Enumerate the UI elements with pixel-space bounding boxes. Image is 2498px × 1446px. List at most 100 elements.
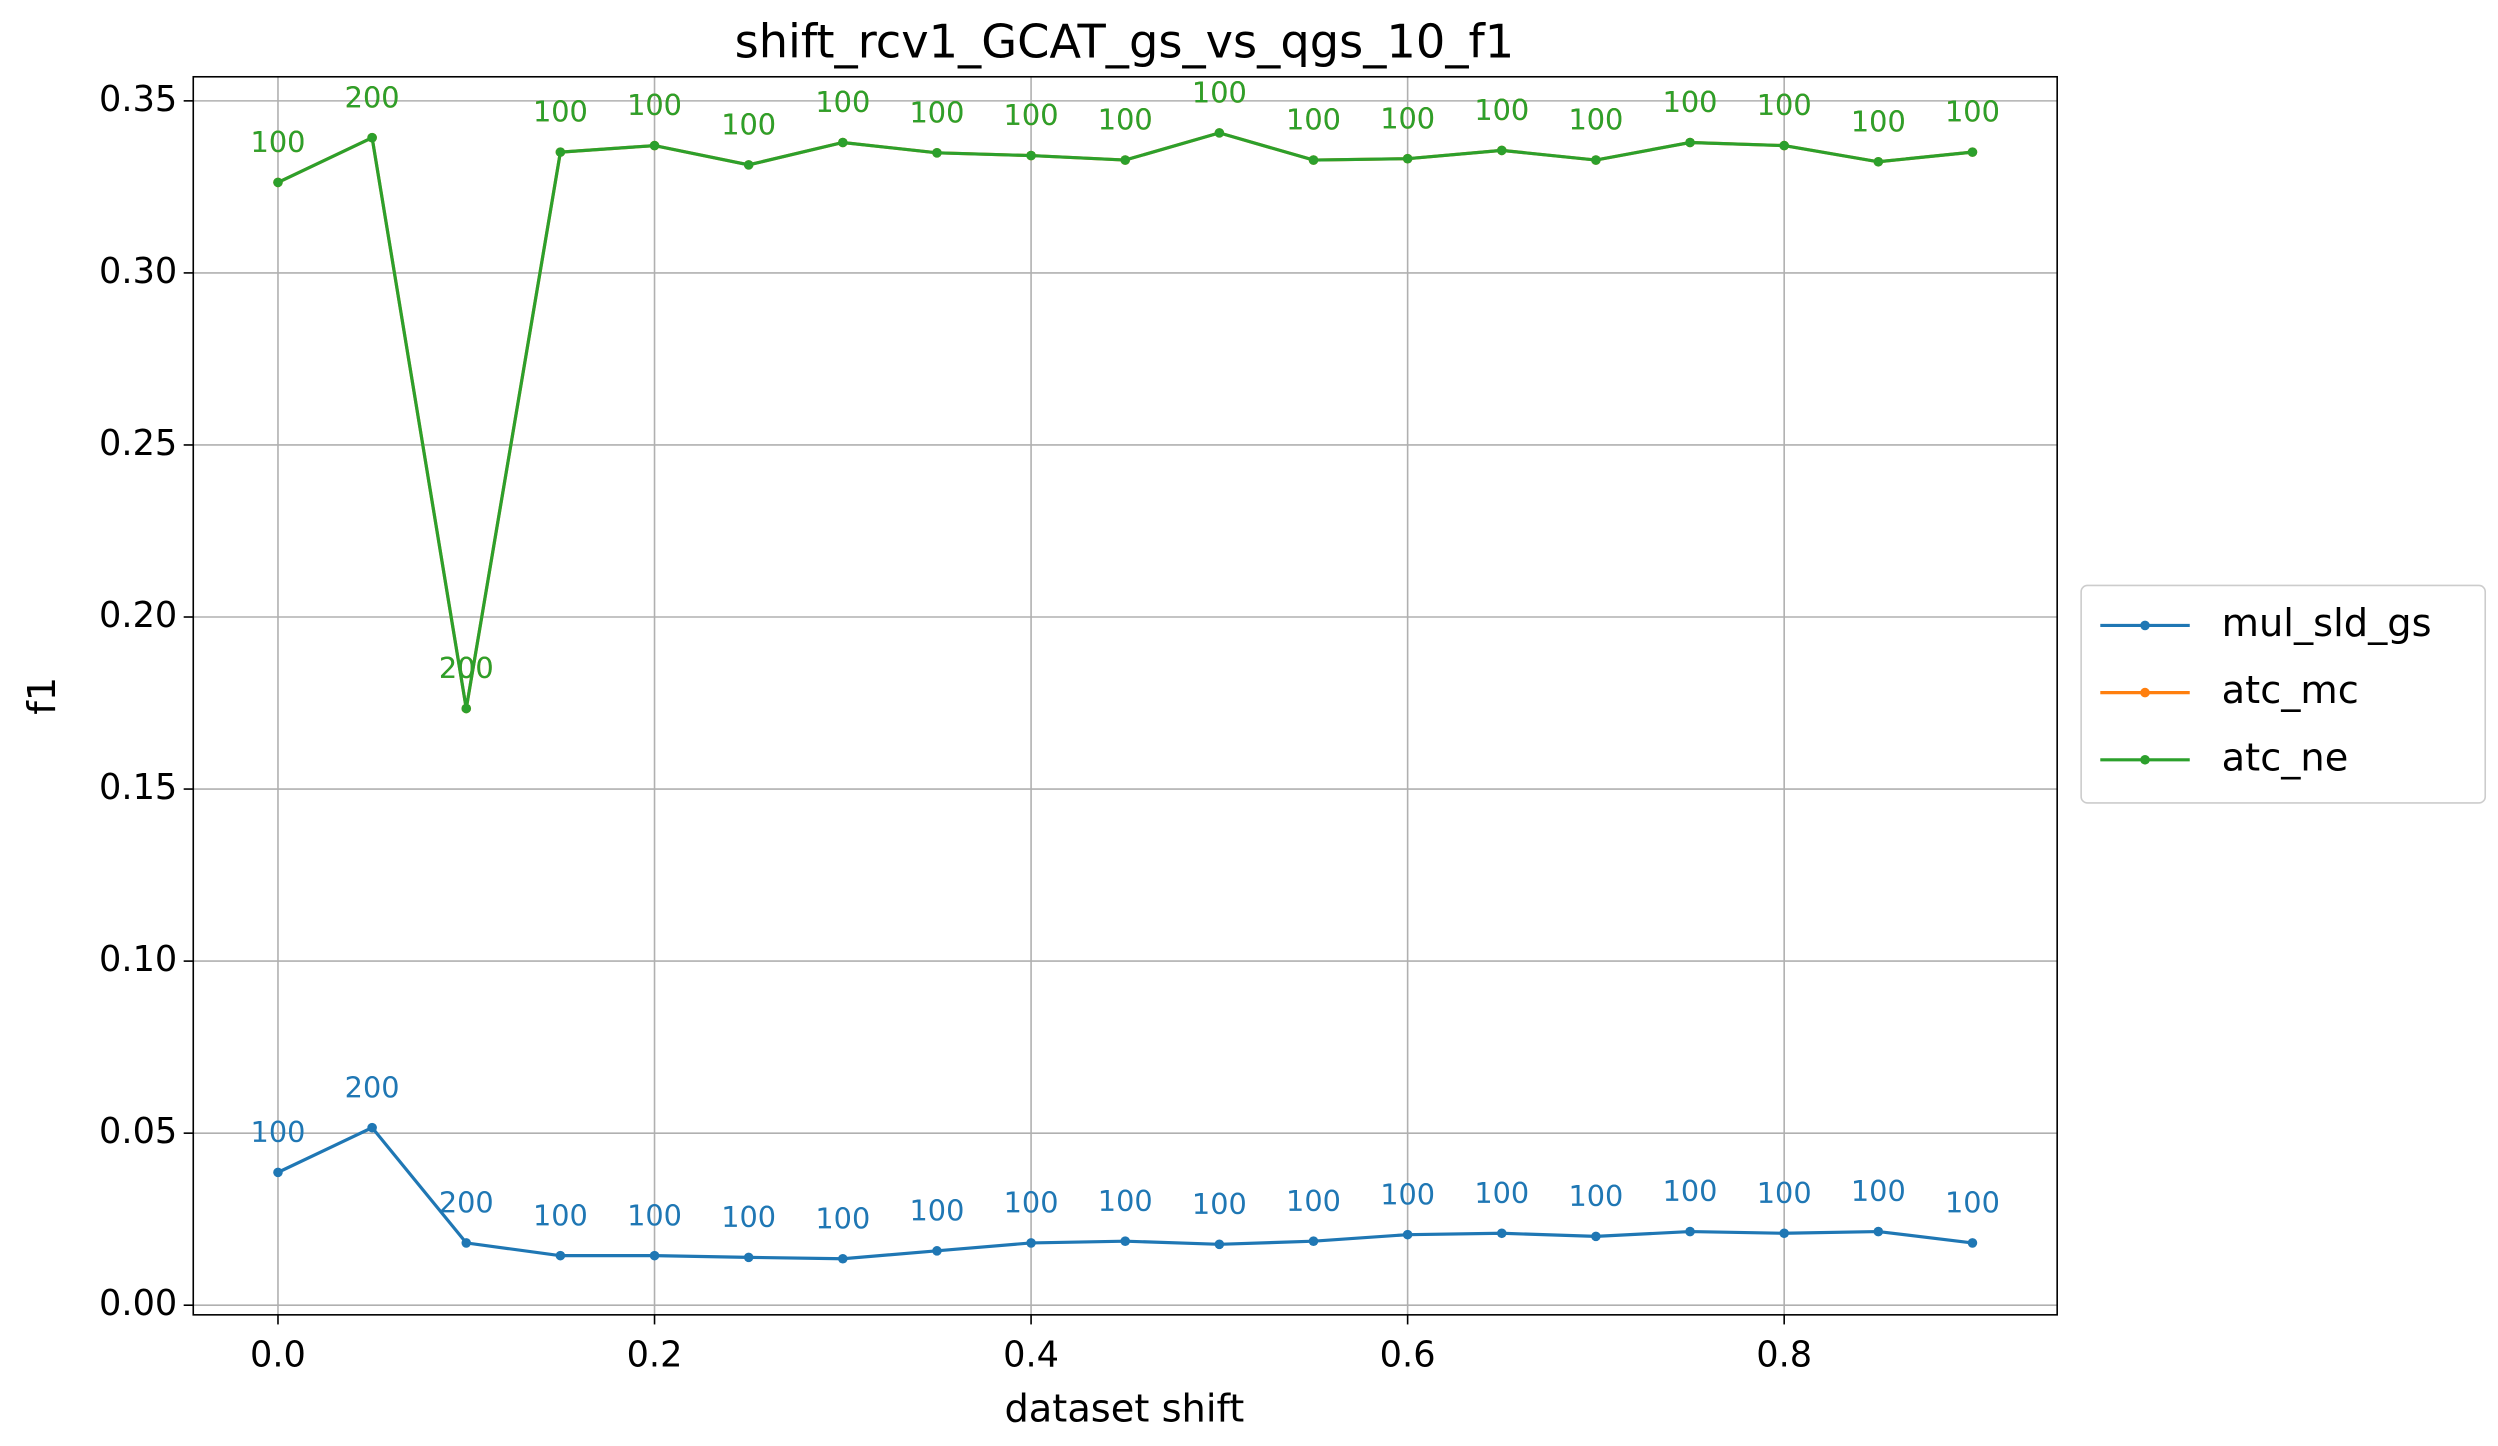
data-point bbox=[1214, 1239, 1225, 1250]
data-point bbox=[1026, 1238, 1036, 1248]
y-tick-label: 0.20 bbox=[99, 595, 177, 636]
data-point bbox=[1026, 150, 1036, 161]
point-annotation: 100 bbox=[721, 1200, 776, 1234]
point-annotation: 100 bbox=[721, 107, 776, 141]
x-tick-label: 0.8 bbox=[1756, 1334, 1812, 1375]
point-annotation: 100 bbox=[1004, 98, 1059, 132]
data-point bbox=[743, 1252, 754, 1263]
y-axis-label: f1 bbox=[20, 677, 65, 715]
y-tick-label: 0.15 bbox=[99, 767, 177, 808]
point-annotation: 100 bbox=[1851, 104, 1906, 138]
x-tick-label: 0.2 bbox=[627, 1334, 683, 1375]
point-annotation: 100 bbox=[1004, 98, 1059, 132]
data-point bbox=[838, 1253, 848, 1264]
data-point bbox=[1496, 1228, 1507, 1239]
data-point bbox=[1402, 153, 1413, 164]
point-annotation: 100 bbox=[1757, 88, 1812, 122]
point-annotation: 100 bbox=[1380, 101, 1435, 135]
point-annotation: 100 bbox=[1286, 1184, 1341, 1218]
y-tick-label: 0.25 bbox=[99, 423, 177, 464]
point-annotation: 100 bbox=[1945, 1186, 2000, 1220]
point-annotation: 100 bbox=[1851, 1174, 1906, 1208]
point-annotation: 100 bbox=[1568, 1179, 1623, 1213]
point-annotation: 100 bbox=[1663, 85, 1718, 119]
point-annotation: 100 bbox=[910, 95, 965, 129]
data-point bbox=[1214, 128, 1225, 138]
point-annotation: 100 bbox=[533, 95, 588, 129]
data-point bbox=[1967, 147, 1978, 157]
y-tick-label: 0.05 bbox=[99, 1111, 177, 1152]
x-tick-label: 0.6 bbox=[1380, 1334, 1436, 1375]
point-annotation: 100 bbox=[1568, 103, 1623, 137]
point-annotation: 100 bbox=[815, 85, 870, 119]
point-annotation: 100 bbox=[1380, 101, 1435, 135]
data-point bbox=[743, 160, 754, 170]
point-annotation: 100 bbox=[1474, 1176, 1529, 1210]
point-annotation: 100 bbox=[1098, 103, 1153, 137]
legend-marker bbox=[2140, 687, 2150, 698]
legend-label: mul_sld_gs bbox=[2222, 601, 2432, 646]
point-annotation: 100 bbox=[1004, 1186, 1059, 1220]
data-point bbox=[1685, 137, 1695, 148]
data-point bbox=[273, 177, 283, 188]
data-point bbox=[838, 137, 848, 148]
point-annotation: 100 bbox=[1851, 104, 1906, 138]
point-annotation: 100 bbox=[251, 125, 306, 159]
legend-box bbox=[2080, 584, 2487, 804]
point-annotation: 100 bbox=[1663, 85, 1718, 119]
legend-label: atc_mc bbox=[2222, 668, 2359, 713]
point-annotation: 100 bbox=[1568, 103, 1623, 137]
data-point bbox=[555, 147, 566, 157]
point-annotation: 100 bbox=[1192, 75, 1247, 109]
data-point bbox=[1779, 140, 1789, 151]
x-tick-label: 0.0 bbox=[250, 1334, 306, 1375]
point-annotation: 100 bbox=[1286, 103, 1341, 137]
point-annotation: 100 bbox=[251, 125, 306, 159]
data-point bbox=[649, 140, 660, 151]
point-annotation: 200 bbox=[345, 1070, 400, 1104]
data-point bbox=[367, 1122, 377, 1133]
point-annotation: 100 bbox=[1474, 93, 1529, 127]
y-tick-label: 0.10 bbox=[99, 939, 177, 980]
data-point bbox=[1120, 1236, 1131, 1246]
point-annotation: 200 bbox=[439, 1186, 494, 1220]
data-point bbox=[932, 1246, 942, 1256]
data-point bbox=[367, 132, 377, 143]
data-point bbox=[1591, 1231, 1601, 1242]
data-point bbox=[1873, 1226, 1884, 1237]
point-annotation: 200 bbox=[439, 651, 494, 685]
point-annotation: 100 bbox=[533, 95, 588, 129]
point-annotation: 100 bbox=[1380, 1177, 1435, 1211]
point-annotation: 100 bbox=[1192, 75, 1247, 109]
data-point bbox=[649, 1250, 660, 1261]
point-annotation: 200 bbox=[345, 80, 400, 114]
y-tick-label: 0.35 bbox=[99, 79, 177, 120]
point-annotation: 100 bbox=[1192, 1187, 1247, 1221]
x-tick-label: 0.4 bbox=[1003, 1334, 1059, 1375]
point-annotation: 100 bbox=[1945, 95, 2000, 129]
point-annotation: 100 bbox=[815, 85, 870, 119]
point-annotation: 100 bbox=[627, 88, 682, 122]
data-point bbox=[273, 1167, 283, 1178]
point-annotation: 100 bbox=[533, 1198, 588, 1232]
point-annotation: 100 bbox=[1757, 88, 1812, 122]
data-point bbox=[461, 703, 472, 714]
data-point bbox=[1308, 1236, 1319, 1246]
chart-title: shift_rcv1_GCAT_gs_vs_qgs_10_f1 bbox=[735, 14, 1515, 68]
point-annotation: 200 bbox=[345, 80, 400, 114]
point-annotation: 100 bbox=[910, 95, 965, 129]
point-annotation: 100 bbox=[721, 107, 776, 141]
data-point bbox=[1685, 1226, 1695, 1237]
legend-marker bbox=[2140, 620, 2150, 631]
data-point bbox=[555, 1250, 566, 1261]
data-point bbox=[1967, 1238, 1978, 1248]
series-line bbox=[277, 131, 1973, 709]
series-line bbox=[277, 131, 1973, 709]
point-annotation: 100 bbox=[627, 1198, 682, 1232]
legend-marker bbox=[2140, 754, 2150, 765]
point-annotation: 100 bbox=[1098, 1184, 1153, 1218]
point-annotation: 100 bbox=[1474, 93, 1529, 127]
y-tick-label: 0.30 bbox=[99, 251, 177, 292]
